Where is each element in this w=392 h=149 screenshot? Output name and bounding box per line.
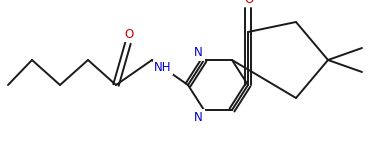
Text: N: N [194,111,203,124]
Text: NH: NH [154,61,171,74]
Text: O: O [244,0,254,6]
Text: N: N [194,46,203,59]
Text: O: O [124,28,134,41]
